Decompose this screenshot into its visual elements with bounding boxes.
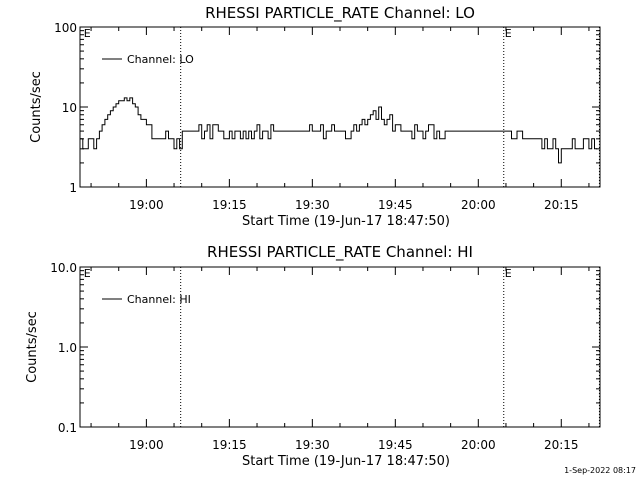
footer-timestamp: 1-Sep-2022 08:17 [564, 466, 636, 475]
lo-channel-panel: RHESSI PARTICLE_RATE Channel: LO 19:00 19:… [29, 4, 601, 229]
x-tick-label: 19:15 [212, 438, 247, 452]
legend-label: Channel: HI [127, 293, 191, 306]
y-axis-label: Counts/sec [29, 71, 44, 143]
x-tick-label: 20:15 [544, 198, 579, 212]
y-tick-label: 100 [54, 21, 77, 35]
y-tick-label: 0.1 [58, 421, 77, 435]
y-tick-label: 10.0 [50, 261, 77, 275]
y-tick-label: 1.0 [58, 341, 77, 355]
x-axis-label: Start Time (19-Jun-17 18:47:50) [242, 454, 450, 469]
x-tick-label: 19:45 [378, 198, 413, 212]
hi-channel-panel: RHESSI PARTICLE_RATE Channel: HI 19:00 19:… [25, 243, 601, 469]
x-tick-label: 20:15 [544, 438, 579, 452]
plot-frame [79, 266, 601, 428]
y-axis-label: Counts/sec [25, 311, 40, 383]
x-tick-label: 20:00 [461, 438, 496, 452]
y-tick-label: 1 [69, 181, 77, 195]
event-flag: E [84, 267, 91, 280]
x-tick-label: 19:00 [129, 198, 164, 212]
event-flag: E [84, 27, 91, 40]
x-tick-label: 19:00 [129, 438, 164, 452]
plot-frame [79, 26, 601, 188]
legend-label: Channel: LO [127, 53, 194, 66]
x-tick-label: 19:45 [378, 438, 413, 452]
x-tick-label: 19:15 [212, 198, 247, 212]
x-tick-label: 20:00 [461, 198, 496, 212]
event-flag: E [505, 267, 512, 280]
x-tick-label: 19:30 [295, 198, 330, 212]
chart-title: RHESSI PARTICLE_RATE Channel: HI [207, 243, 473, 262]
event-flag: E [505, 27, 512, 40]
x-axis-label: Start Time (19-Jun-17 18:47:50) [242, 214, 450, 229]
chart-title: RHESSI PARTICLE_RATE Channel: LO [205, 4, 475, 23]
y-tick-label: 10 [62, 101, 77, 115]
x-tick-label: 19:30 [295, 438, 330, 452]
series-line-0 [80, 97, 598, 164]
